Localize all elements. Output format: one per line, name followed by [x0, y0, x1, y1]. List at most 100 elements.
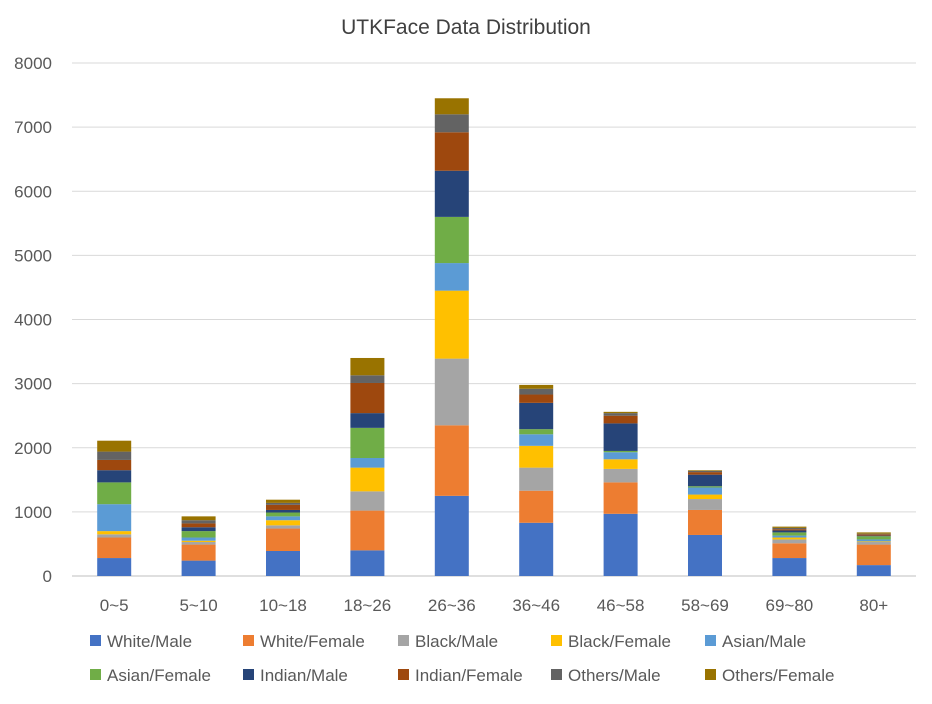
bar-segment-others-male	[688, 470, 722, 473]
bar-segment-white-male	[266, 550, 300, 576]
bar-segment-white-male	[97, 558, 132, 576]
x-tick-label: 10~18	[259, 596, 307, 615]
bar-stack-46~58	[603, 411, 638, 576]
bar-segment-black-female	[603, 459, 638, 469]
bar-segment-others-male	[350, 375, 385, 383]
bar-segment-indian-male	[603, 423, 638, 451]
legend-label: Others/Female	[722, 666, 834, 685]
y-tick-label: 2000	[14, 439, 52, 458]
bar-segment-asian-male	[519, 434, 554, 446]
bar-segment-white-male	[772, 558, 807, 576]
x-tick-label: 36~46	[512, 596, 560, 615]
chart-title: UTKFace Data Distribution	[341, 16, 591, 39]
bar-segment-indian-female	[688, 472, 722, 475]
legend-label: Indian/Female	[415, 666, 523, 685]
bar-segment-black-female	[181, 540, 216, 543]
bar-segment-asian-female	[266, 512, 300, 517]
bar-segment-white-male	[434, 495, 469, 576]
x-tick-label: 5~10	[179, 596, 217, 615]
bar-segment-indian-female	[181, 523, 216, 528]
bar-segment-indian-female	[519, 394, 554, 403]
y-tick-label: 0	[43, 567, 52, 586]
legend-label: Indian/Male	[260, 666, 348, 685]
bar-segment-asian-female	[181, 531, 216, 538]
bar-segment-others-female	[434, 98, 469, 115]
y-tick-label: 5000	[14, 246, 52, 265]
bar-segment-indian-male	[266, 509, 300, 513]
bar-segment-others-male	[181, 520, 216, 524]
x-axis-tick-labels: 0~5 5~10 10~18 18~26 26~36 36~46 46~58 58~69 69~…	[100, 596, 889, 615]
bar-segment-indian-female	[97, 459, 132, 471]
bar-segment-asian-male	[688, 487, 722, 495]
bar-segment-indian-male	[772, 530, 807, 533]
bar-segment-indian-female	[772, 529, 807, 531]
bar-segment-asian-male	[856, 539, 891, 542]
bar-segment-white-female	[856, 544, 891, 566]
legend-swatch	[90, 669, 101, 680]
x-tick-label: 80+	[859, 596, 888, 615]
legend-label: White/Male	[107, 632, 192, 651]
bar-segment-asian-female	[688, 486, 722, 488]
bar-segment-others-female	[856, 532, 891, 534]
bar-segment-indian-male	[181, 527, 216, 532]
legend-item-black-female: Black/Female	[551, 632, 671, 651]
bar-segment-black-male	[181, 542, 216, 545]
legend-item-asian-male: Asian/Male	[705, 632, 806, 651]
bar-segment-white-male	[519, 522, 554, 576]
legend-swatch	[705, 669, 716, 680]
legend-swatch	[398, 635, 409, 646]
bar-segment-others-male	[772, 527, 807, 530]
bar-segment-indian-male	[350, 413, 385, 428]
y-tick-label: 4000	[14, 311, 52, 330]
bar-segment-asian-male	[350, 458, 385, 468]
bar-segment-white-male	[688, 534, 722, 576]
legend-label: White/Female	[260, 632, 365, 651]
bar-segment-white-female	[519, 490, 554, 523]
legend-item-indian-male: Indian/Male	[243, 666, 348, 685]
bar-segment-others-female	[688, 470, 722, 471]
bar-segment-indian-male	[434, 170, 469, 217]
bar-segment-asian-male	[97, 504, 132, 532]
bar-segment-indian-female	[350, 382, 385, 414]
bar-stack-80+	[856, 532, 891, 576]
bar-segment-black-male	[688, 499, 722, 510]
bar-segment-others-male	[603, 413, 638, 416]
bar-segment-black-female	[688, 494, 722, 500]
legend-swatch	[398, 669, 409, 680]
bar-segment-others-female	[97, 440, 132, 452]
legend-swatch	[705, 635, 716, 646]
bar-segment-others-female	[519, 384, 554, 389]
legend-swatch	[551, 669, 562, 680]
bar-segment-white-female	[181, 544, 216, 561]
bar-segment-asian-female	[519, 429, 554, 435]
bar-segment-others-female	[603, 411, 638, 414]
bar-segment-white-female	[97, 537, 132, 559]
x-tick-label: 26~36	[428, 596, 476, 615]
y-tick-label: 3000	[14, 375, 52, 394]
bar-segment-black-male	[350, 491, 385, 511]
bar-segment-black-male	[97, 534, 132, 538]
y-tick-label: 6000	[14, 182, 52, 201]
y-axis-tick-labels: 0 1000 2000 3000 4000 5000 6000 7000 8000	[14, 54, 52, 586]
bar-segment-others-male	[266, 502, 300, 505]
bar-segment-black-female	[856, 541, 891, 543]
bar-stack-10~18	[266, 499, 300, 576]
x-tick-label: 46~58	[597, 596, 645, 615]
legend-item-white-male: White/Male	[90, 632, 192, 651]
legend-item-others-female: Others/Female	[705, 666, 834, 685]
bar-stack-58~69	[688, 470, 722, 576]
bar-segment-black-female	[434, 290, 469, 359]
y-tick-label: 1000	[14, 503, 52, 522]
bar-segment-black-female	[350, 467, 385, 492]
bar-segment-indian-male	[97, 470, 132, 483]
bar-segment-white-female	[266, 528, 300, 551]
bar-segment-black-female	[519, 445, 554, 468]
bar-stack-18~26	[350, 357, 385, 576]
gridlines	[72, 62, 916, 577]
bar-stack-5~10	[181, 516, 216, 576]
bar-stack-69~80	[772, 526, 807, 576]
bar-segment-others-male	[97, 451, 132, 460]
bar-segment-black-male	[434, 358, 469, 426]
